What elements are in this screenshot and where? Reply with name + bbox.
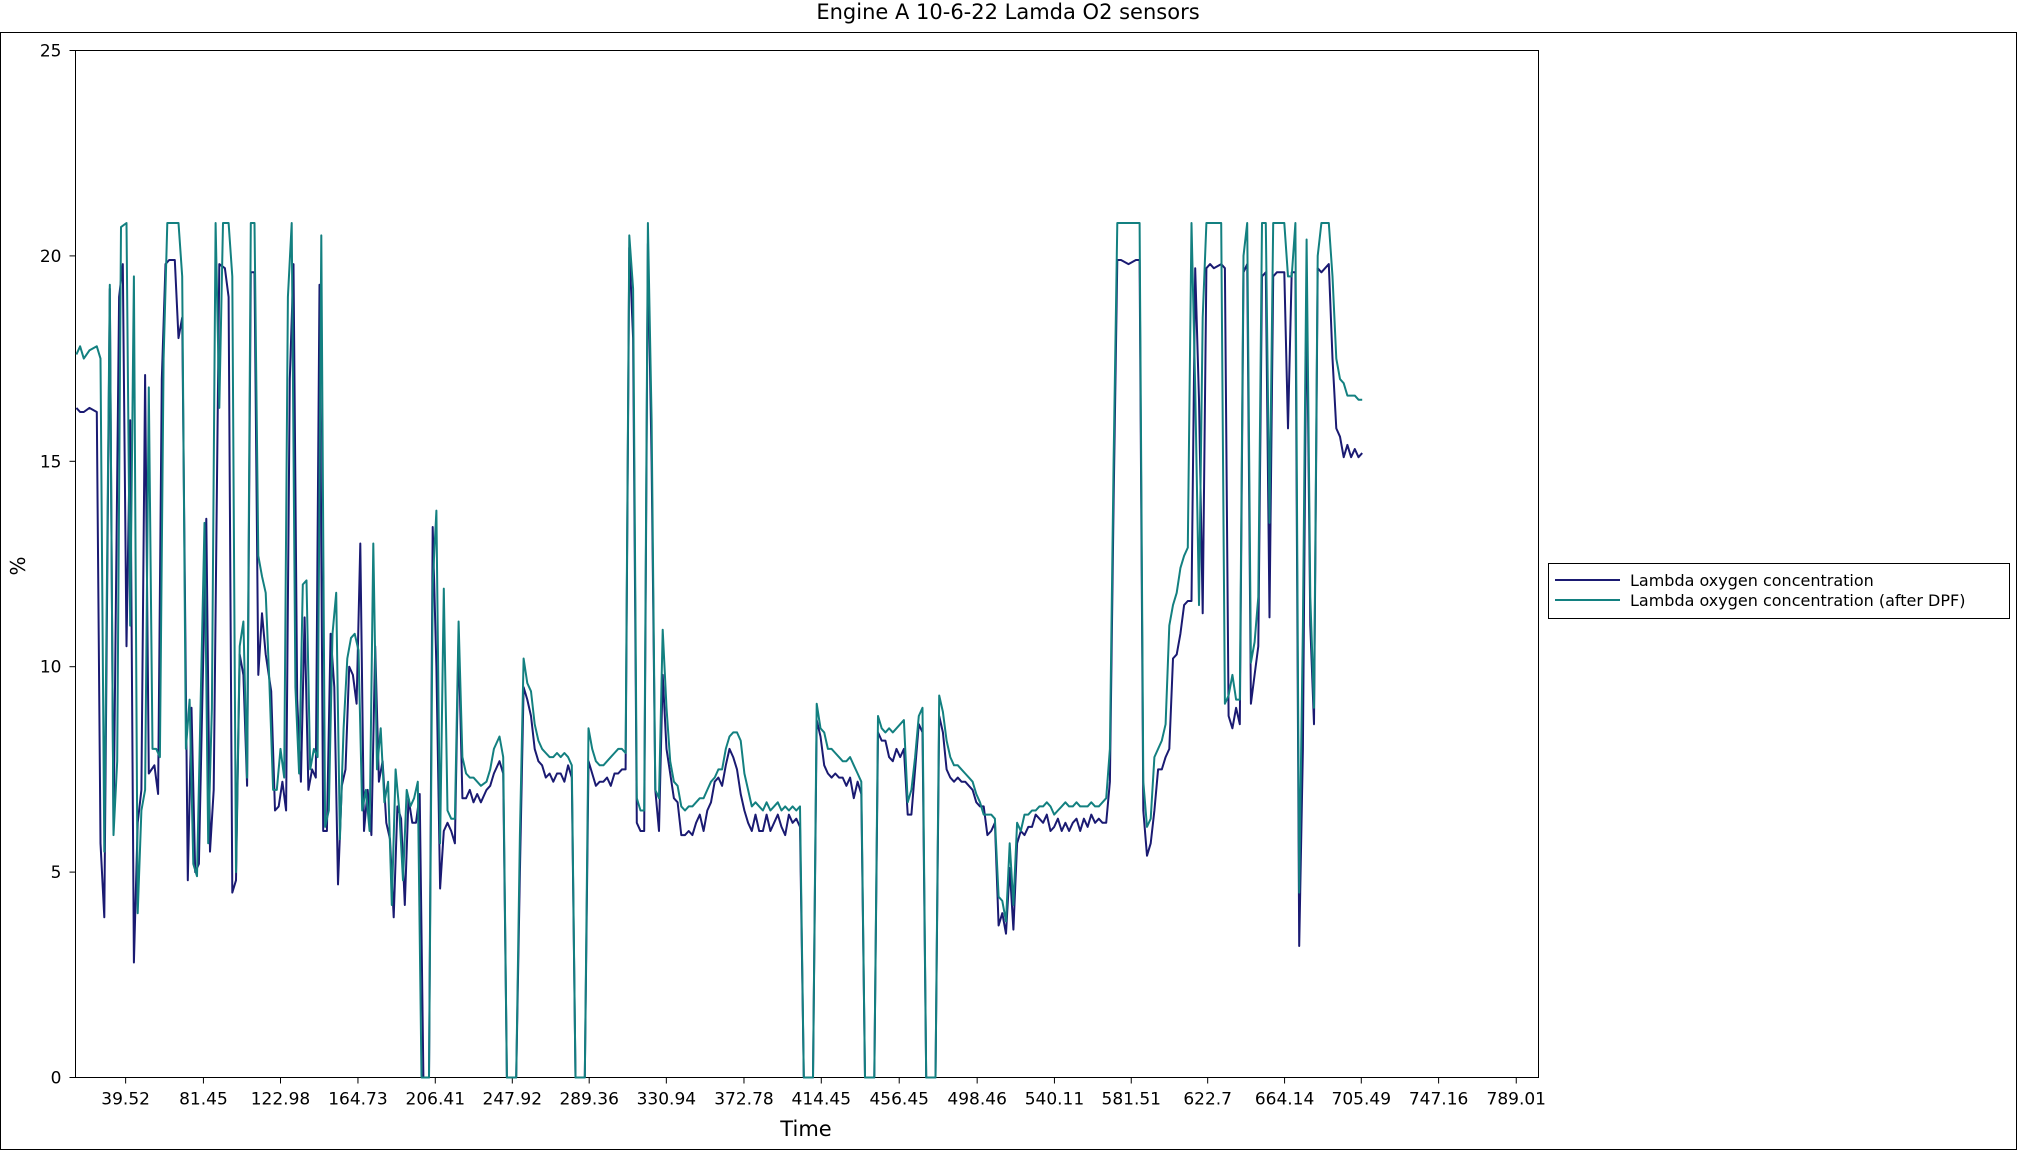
y-tick-label: 0 bbox=[51, 1069, 62, 1089]
x-tick-label: 747.16 bbox=[1409, 1090, 1468, 1110]
legend-label-1: Lambda oxygen concentration bbox=[1630, 571, 1874, 590]
x-tick-label: 789.01 bbox=[1487, 1090, 1546, 1110]
x-tick-label: 622.7 bbox=[1183, 1090, 1232, 1110]
y-tick-label: 5 bbox=[51, 863, 62, 883]
y-tick-label: 10 bbox=[40, 658, 62, 678]
y-axis: 0 5 10 15 20 25 bbox=[40, 42, 76, 1089]
x-tick-label: 456.45 bbox=[869, 1090, 928, 1110]
series-line-2 bbox=[75, 222, 1363, 1079]
y-tick-label: 20 bbox=[40, 247, 62, 267]
x-tick-label: 372.78 bbox=[714, 1090, 773, 1110]
legend-label-2: Lambda oxygen concentration (after DPF) bbox=[1630, 591, 1965, 610]
x-tick-label: 540.11 bbox=[1025, 1090, 1084, 1110]
x-tick-label: 581.51 bbox=[1102, 1090, 1161, 1110]
y-tick-label: 25 bbox=[40, 42, 62, 62]
x-tick-label: 206.41 bbox=[406, 1090, 465, 1110]
x-tick-label: 39.52 bbox=[101, 1090, 150, 1110]
x-tick-label: 705.49 bbox=[1332, 1090, 1391, 1110]
x-tick-label: 330.94 bbox=[637, 1090, 696, 1110]
x-tick-label: 289.36 bbox=[559, 1090, 618, 1110]
x-tick-label: 498.46 bbox=[947, 1090, 1006, 1110]
x-tick-label: 414.45 bbox=[792, 1090, 851, 1110]
legend-box bbox=[1548, 563, 2010, 619]
chart-title: Engine A 10-6-22 Lamda O2 sensors bbox=[816, 0, 1199, 24]
x-tick-label: 122.98 bbox=[251, 1090, 310, 1110]
y-axis-label: % bbox=[6, 556, 30, 575]
x-axis-label: Time bbox=[779, 1117, 831, 1141]
x-tick-label: 81.45 bbox=[179, 1090, 228, 1110]
x-tick-label: 664.14 bbox=[1255, 1090, 1314, 1110]
x-tick-label: 247.92 bbox=[483, 1090, 542, 1110]
series-layer bbox=[75, 222, 1363, 1079]
x-tick-label: 164.73 bbox=[328, 1090, 387, 1110]
x-axis: 39.52 81.45 122.98 164.73 206.41 247.92 289.36… bbox=[101, 1077, 1546, 1110]
y-tick-label: 15 bbox=[40, 452, 62, 472]
